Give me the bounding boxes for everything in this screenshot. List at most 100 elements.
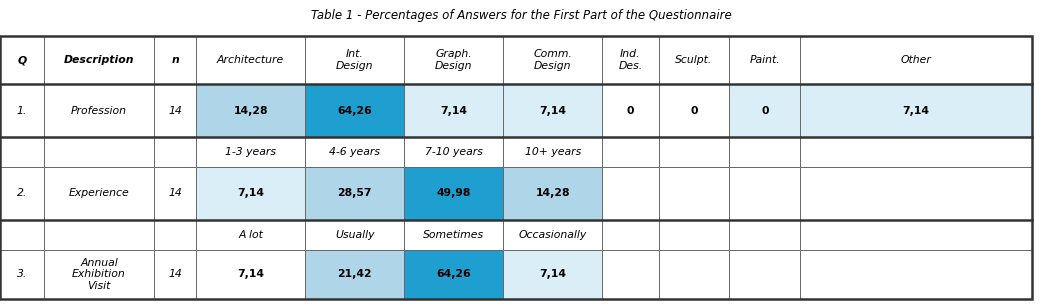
Text: Annual
Exhibition
Visit: Annual Exhibition Visit <box>72 257 126 291</box>
Bar <box>196 85 305 137</box>
Bar <box>800 137 1032 167</box>
Bar <box>602 36 659 85</box>
Bar <box>729 220 800 250</box>
Bar <box>800 85 1032 137</box>
Bar <box>729 167 800 220</box>
Bar <box>154 85 196 137</box>
Bar <box>0 137 44 167</box>
Bar <box>0 137 44 167</box>
Bar <box>729 36 800 85</box>
Bar <box>44 36 154 85</box>
Bar <box>154 220 196 250</box>
Text: A lot: A lot <box>239 230 263 240</box>
Bar <box>659 85 729 137</box>
Bar <box>800 36 1032 85</box>
Bar <box>800 85 1032 137</box>
Bar <box>305 220 404 250</box>
Bar <box>404 220 503 250</box>
Bar <box>305 36 404 85</box>
Bar <box>154 220 196 250</box>
Bar <box>602 167 659 220</box>
Bar <box>503 250 602 299</box>
Bar <box>305 167 404 220</box>
Bar <box>800 137 1032 167</box>
Bar <box>659 250 729 299</box>
Bar <box>503 167 602 220</box>
Bar <box>659 167 729 220</box>
Bar <box>729 250 800 299</box>
Text: Graph.
Design: Graph. Design <box>436 49 472 71</box>
Bar <box>44 85 154 137</box>
Text: Profession: Profession <box>71 106 127 116</box>
Bar <box>602 250 659 299</box>
Text: n: n <box>171 55 179 65</box>
Text: Table 1 - Percentages of Answers for the First Part of the Questionnaire: Table 1 - Percentages of Answers for the… <box>311 9 731 22</box>
Text: Sculpt.: Sculpt. <box>675 55 713 65</box>
Bar <box>196 167 305 220</box>
Text: 28,57: 28,57 <box>338 188 372 199</box>
Bar <box>0 250 44 299</box>
Bar <box>659 137 729 167</box>
Bar <box>196 250 305 299</box>
Bar <box>602 85 659 137</box>
Text: 7,14: 7,14 <box>238 269 264 279</box>
Text: 4-6 years: 4-6 years <box>329 147 380 157</box>
Text: 1-3 years: 1-3 years <box>225 147 276 157</box>
Bar <box>404 250 503 299</box>
Text: Int.
Design: Int. Design <box>337 49 373 71</box>
Bar <box>503 137 602 167</box>
Text: 2.: 2. <box>17 188 27 199</box>
Bar <box>800 220 1032 250</box>
Bar <box>305 250 404 299</box>
Bar <box>305 85 404 137</box>
Bar <box>503 85 602 137</box>
Bar <box>659 220 729 250</box>
Bar <box>154 85 196 137</box>
Bar <box>659 36 729 85</box>
Bar <box>404 36 503 85</box>
Bar <box>503 137 602 167</box>
Text: 64,26: 64,26 <box>437 269 471 279</box>
Text: 1.: 1. <box>17 106 27 116</box>
Bar <box>404 85 503 137</box>
Bar <box>305 250 404 299</box>
Bar <box>0 250 44 299</box>
Bar <box>800 250 1032 299</box>
Bar <box>503 36 602 85</box>
Bar <box>196 137 305 167</box>
Bar <box>602 137 659 167</box>
Bar <box>404 137 503 167</box>
Bar <box>44 167 154 220</box>
Bar <box>729 36 800 85</box>
Bar <box>0 85 44 137</box>
Bar <box>404 250 503 299</box>
Text: 14,28: 14,28 <box>536 188 570 199</box>
Text: Description: Description <box>64 55 134 65</box>
Bar <box>44 36 154 85</box>
Bar <box>659 220 729 250</box>
Bar <box>154 137 196 167</box>
Text: Architecture: Architecture <box>217 55 284 65</box>
Bar <box>602 36 659 85</box>
Bar <box>196 36 305 85</box>
Text: 14: 14 <box>168 269 182 279</box>
Text: Comm.
Design: Comm. Design <box>534 49 572 71</box>
Text: 14,28: 14,28 <box>233 106 268 116</box>
Bar <box>44 220 154 250</box>
Bar <box>196 250 305 299</box>
Bar <box>0 36 44 85</box>
Text: 7,14: 7,14 <box>238 188 264 199</box>
Bar <box>196 137 305 167</box>
Bar <box>503 250 602 299</box>
Bar <box>602 85 659 137</box>
Bar <box>196 220 305 250</box>
Bar <box>305 137 404 167</box>
Text: 7,14: 7,14 <box>540 269 566 279</box>
Bar <box>305 220 404 250</box>
Bar <box>404 85 503 137</box>
Bar <box>305 36 404 85</box>
Bar <box>44 167 154 220</box>
Bar <box>154 167 196 220</box>
Bar <box>154 36 196 85</box>
Bar <box>729 137 800 167</box>
